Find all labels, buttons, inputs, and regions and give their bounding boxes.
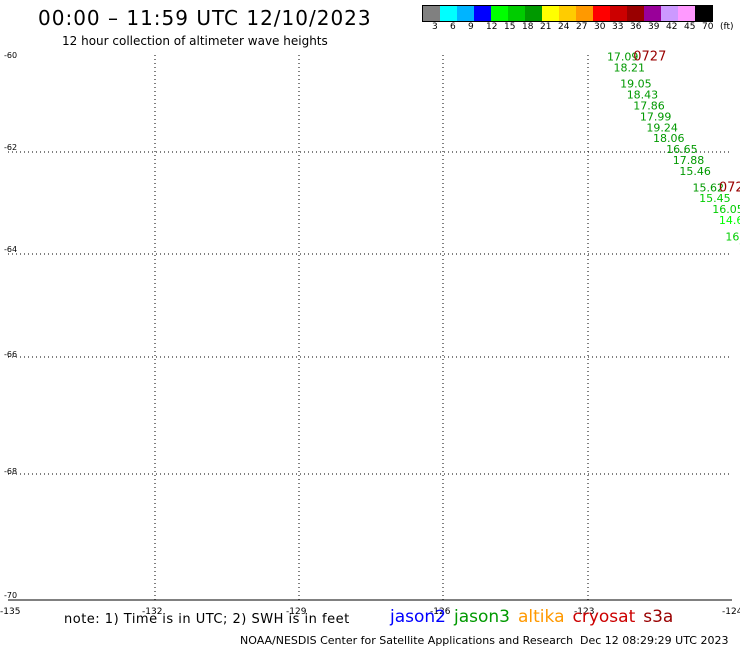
data-point-label: 19.05 bbox=[620, 78, 652, 91]
color-legend-label: 18 bbox=[522, 22, 534, 32]
satellite-legend-item: jason2 bbox=[390, 607, 446, 627]
data-point-label: 15.22 bbox=[739, 241, 740, 254]
color-swatch bbox=[661, 6, 678, 21]
time-labels: 0727072607251034 bbox=[633, 49, 740, 195]
y-tick-label: -68 bbox=[4, 467, 17, 476]
satellite-legend-item: jason3 bbox=[454, 607, 510, 627]
color-legend-labels: 3 6 9 12 15 18 21 24 27 30 33 36 39 42 45 70 (ft) bbox=[422, 22, 740, 34]
x-tick-label: -124 bbox=[722, 607, 740, 617]
timestamp-text: Dec 12 08:29:29 UTC 2023 bbox=[580, 634, 729, 647]
chart-title: 00:00 – 11:59 UTC 12/10/2023 bbox=[38, 6, 372, 30]
color-swatch bbox=[695, 6, 712, 21]
x-tick-label: -132 bbox=[142, 607, 162, 617]
color-swatch bbox=[576, 6, 593, 21]
color-swatch bbox=[474, 6, 491, 21]
color-swatch bbox=[423, 6, 440, 21]
data-point-label: 15.62 bbox=[693, 181, 725, 194]
data-point-label: 15.45 bbox=[699, 192, 731, 205]
color-legend-label: 15 bbox=[504, 22, 516, 32]
color-swatch bbox=[644, 6, 661, 21]
data-point-label: 15.46 bbox=[679, 165, 711, 178]
y-tick-label: -70 bbox=[4, 591, 17, 600]
color-legend-label: 70 bbox=[702, 22, 714, 32]
satellite-legend: jason2 jason3 altika cryosat s3a bbox=[390, 607, 681, 627]
footer-note: note: 1) Time is in UTC; 2) SWH is in fe… bbox=[64, 612, 350, 627]
color-swatch bbox=[457, 6, 474, 21]
color-swatch bbox=[491, 6, 508, 21]
x-tick-label: -135 bbox=[0, 607, 20, 617]
color-legend-label: 27 bbox=[576, 22, 588, 32]
color-legend-bar bbox=[422, 5, 713, 22]
color-legend-label: 39 bbox=[648, 22, 660, 32]
color-legend-label: (ft) bbox=[720, 22, 734, 32]
grid bbox=[8, 55, 732, 601]
x-tick-label: -126 bbox=[430, 607, 451, 617]
color-swatch bbox=[678, 6, 695, 21]
color-legend-label: 33 bbox=[612, 22, 624, 32]
data-point-label: 18.06 bbox=[653, 132, 685, 145]
y-tick-label: -64 bbox=[4, 245, 17, 254]
data-point-label: 14.63 bbox=[719, 214, 740, 227]
color-swatch bbox=[440, 6, 457, 21]
color-swatch bbox=[508, 6, 525, 21]
data-point-label: 18.43 bbox=[627, 89, 659, 102]
credit-text: NOAA/NESDIS Center for Satellite Applica… bbox=[240, 634, 574, 647]
data-point-label: 17.86 bbox=[633, 100, 665, 113]
color-legend-label: 42 bbox=[666, 22, 678, 32]
data-point-label: 16.05 bbox=[712, 203, 740, 216]
satellite-legend-item: altika bbox=[518, 607, 565, 627]
data-point-label: 16.16 bbox=[725, 230, 740, 243]
y-tick-label: -60 bbox=[4, 51, 17, 60]
chart-subtitle: 12 hour collection of altimeter wave hei… bbox=[62, 34, 328, 48]
color-swatch bbox=[559, 6, 576, 21]
data-point-label: 19.24 bbox=[646, 121, 678, 134]
color-legend-label: 30 bbox=[594, 22, 606, 32]
color-legend-label: 21 bbox=[540, 22, 552, 32]
y-tick-label: -62 bbox=[4, 143, 17, 152]
color-legend-label: 24 bbox=[558, 22, 570, 32]
color-legend-label: 9 bbox=[468, 22, 474, 32]
satellite-legend-item: s3a bbox=[643, 607, 674, 627]
color-swatch bbox=[627, 6, 644, 21]
data-point-label: 17.99 bbox=[640, 110, 672, 123]
data-point-label: 16.65 bbox=[666, 143, 698, 156]
color-swatch bbox=[542, 6, 559, 21]
data-point-label: 17.09 bbox=[607, 50, 639, 63]
x-tick-label: -123 bbox=[574, 607, 594, 617]
color-swatch bbox=[525, 6, 542, 21]
color-legend-label: 6 bbox=[450, 22, 456, 32]
time-label: 0727 bbox=[633, 49, 666, 64]
axis-ticks: -60 -62 -64 -66 -68 -70 -135 -132 -129 -126 -123 -1… bbox=[0, 51, 740, 617]
color-swatch bbox=[610, 6, 627, 21]
color-legend-label: 3 bbox=[432, 22, 438, 32]
x-tick-label: -129 bbox=[286, 607, 307, 617]
color-legend-label: 45 bbox=[684, 22, 696, 32]
y-tick-label: -66 bbox=[4, 350, 17, 359]
color-legend-label: 12 bbox=[486, 22, 498, 32]
data-point-label: 18.21 bbox=[614, 61, 646, 74]
color-swatch bbox=[593, 6, 610, 21]
time-label: 0726 bbox=[719, 180, 740, 195]
data-point-label: 17.88 bbox=[673, 154, 705, 167]
color-legend-label: 36 bbox=[630, 22, 642, 32]
satellite-legend-item: cryosat bbox=[572, 607, 636, 627]
